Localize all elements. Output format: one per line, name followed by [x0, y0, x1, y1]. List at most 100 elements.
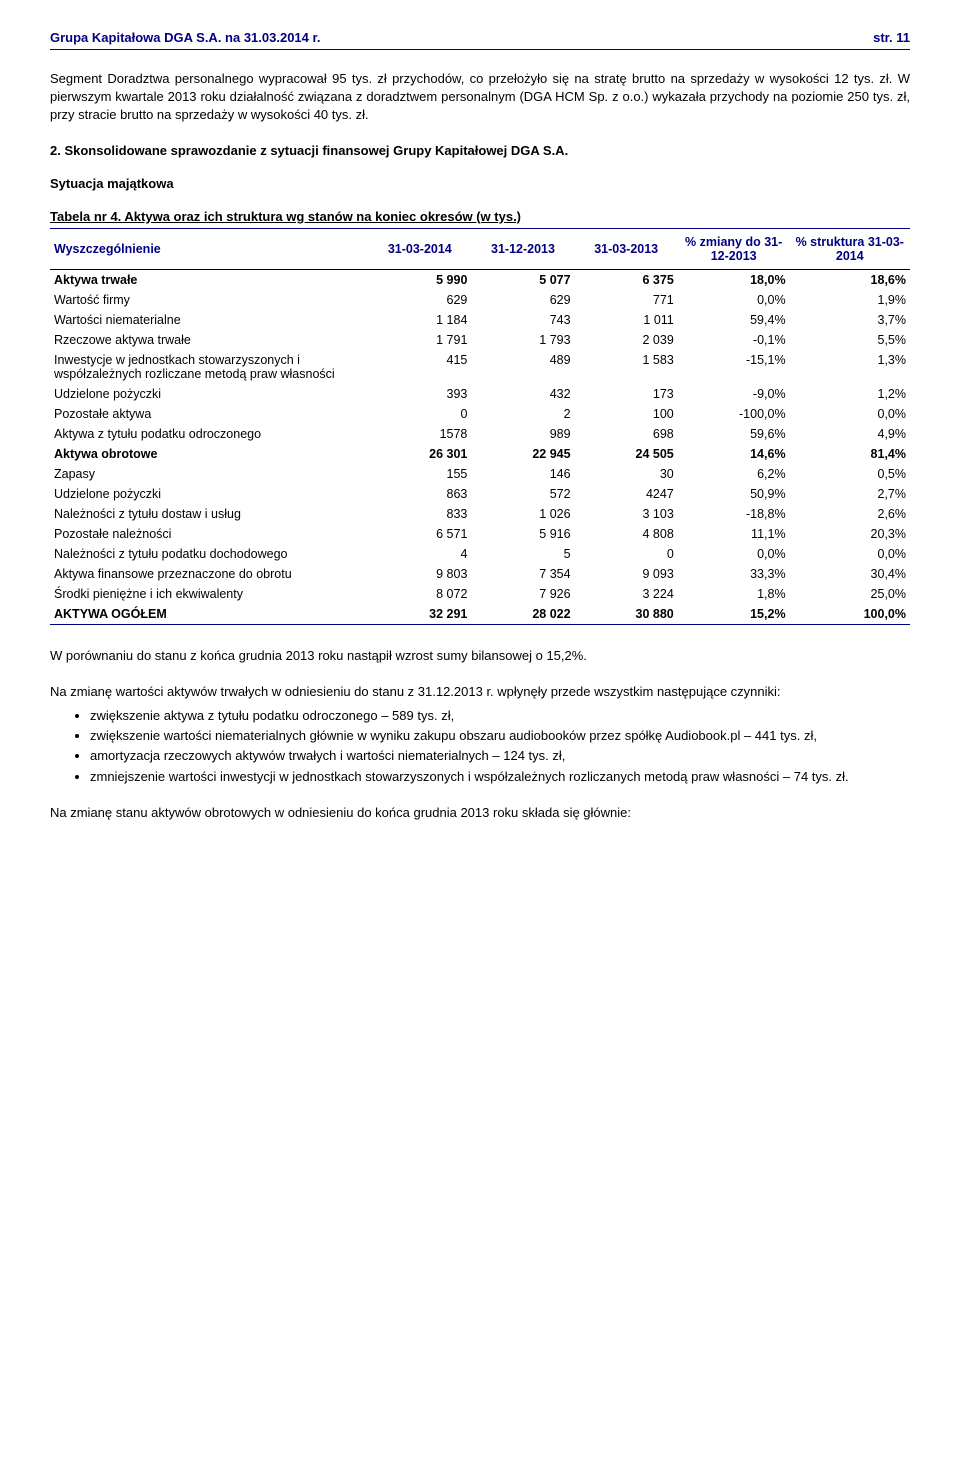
intro-paragraph: Segment Doradztwa personalnego wypracowa…: [50, 70, 910, 125]
table-cell: 100: [575, 404, 678, 424]
table-cell: 743: [471, 310, 574, 330]
table-cell: 629: [471, 290, 574, 310]
table-cell: 100,0%: [790, 604, 910, 625]
subheading: Sytuacja majątkowa: [50, 176, 910, 191]
table-row: Aktywa obrotowe26 30122 94524 50514,6%81…: [50, 444, 910, 464]
col-3: 31-03-2013: [575, 228, 678, 269]
table-cell: 146: [471, 464, 574, 484]
table-row: Pozostałe aktywa02100-100,0%0,0%: [50, 404, 910, 424]
table-row: Udzielone pożyczki393432173-9,0%1,2%: [50, 384, 910, 404]
table-cell: 1 583: [575, 350, 678, 384]
table-cell: 771: [575, 290, 678, 310]
table-row: Środki pieniężne i ich ekwiwalenty8 0727…: [50, 584, 910, 604]
table-row: Należności z tytułu dostaw i usług8331 0…: [50, 504, 910, 524]
table-cell: 155: [368, 464, 471, 484]
table-cell: 3 224: [575, 584, 678, 604]
table-row: Zapasy155146306,2%0,5%: [50, 464, 910, 484]
table-cell: 7 926: [471, 584, 574, 604]
table-cell: 863: [368, 484, 471, 504]
table-cell: 20,3%: [790, 524, 910, 544]
table-cell: 432: [471, 384, 574, 404]
col-1: 31-03-2014: [368, 228, 471, 269]
table-cell: -15,1%: [678, 350, 790, 384]
col-5: % struktura 31-03-2014: [790, 228, 910, 269]
page-header: Grupa Kapitałowa DGA S.A. na 31.03.2014 …: [50, 30, 910, 50]
table-cell: Aktywa z tytułu podatku odroczonego: [50, 424, 368, 444]
table-cell: 1,9%: [790, 290, 910, 310]
header-left: Grupa Kapitałowa DGA S.A. na 31.03.2014 …: [50, 30, 320, 45]
table-cell: 698: [575, 424, 678, 444]
table-cell: Pozostałe należności: [50, 524, 368, 544]
table-cell: AKTYWA OGÓŁEM: [50, 604, 368, 625]
table-cell: 0,5%: [790, 464, 910, 484]
table-cell: 1 791: [368, 330, 471, 350]
table-row: Aktywa z tytułu podatku odroczonego15789…: [50, 424, 910, 444]
table-cell: 59,4%: [678, 310, 790, 330]
table-cell: 1 793: [471, 330, 574, 350]
table-cell: 22 945: [471, 444, 574, 464]
table-cell: Należności z tytułu dostaw i usług: [50, 504, 368, 524]
list-item: zwiększenie wartości niematerialnych głó…: [90, 727, 910, 745]
col-4: % zmiany do 31-12-2013: [678, 228, 790, 269]
table-cell: 8 072: [368, 584, 471, 604]
table-cell: 50,9%: [678, 484, 790, 504]
table-cell: 6 571: [368, 524, 471, 544]
table-row: Aktywa finansowe przeznaczone do obrotu9…: [50, 564, 910, 584]
table-row: Aktywa trwałe5 9905 0776 37518,0%18,6%: [50, 269, 910, 290]
table-row: AKTYWA OGÓŁEM32 29128 02230 88015,2%100,…: [50, 604, 910, 625]
table-row: Rzeczowe aktywa trwałe1 7911 7932 039-0,…: [50, 330, 910, 350]
table-cell: 0: [575, 544, 678, 564]
table-cell: 4247: [575, 484, 678, 504]
summary-paragraph: W porównaniu do stanu z końca grudnia 20…: [50, 647, 910, 665]
table-cell: Aktywa trwałe: [50, 269, 368, 290]
table-row: Należności z tytułu podatku dochodowego4…: [50, 544, 910, 564]
table-cell: Rzeczowe aktywa trwałe: [50, 330, 368, 350]
table-cell: 415: [368, 350, 471, 384]
table-cell: 33,3%: [678, 564, 790, 584]
assets-table: Wyszczególnienie 31-03-2014 31-12-2013 3…: [50, 228, 910, 625]
table-cell: -100,0%: [678, 404, 790, 424]
table-cell: 489: [471, 350, 574, 384]
table-cell: 5 077: [471, 269, 574, 290]
table-row: Udzielone pożyczki863572424750,9%2,7%: [50, 484, 910, 504]
table-cell: -0,1%: [678, 330, 790, 350]
table-cell: 11,1%: [678, 524, 790, 544]
table-cell: 6 375: [575, 269, 678, 290]
table-cell: 4 808: [575, 524, 678, 544]
table-cell: 3 103: [575, 504, 678, 524]
table-cell: 4: [368, 544, 471, 564]
table-cell: 15,2%: [678, 604, 790, 625]
table-cell: 2 039: [575, 330, 678, 350]
table-cell: 833: [368, 504, 471, 524]
table-cell: 1578: [368, 424, 471, 444]
table-cell: 2,6%: [790, 504, 910, 524]
table-cell: 1 011: [575, 310, 678, 330]
table-cell: Pozostałe aktywa: [50, 404, 368, 424]
table-cell: 14,6%: [678, 444, 790, 464]
table-cell: 0,0%: [790, 544, 910, 564]
table-cell: 32 291: [368, 604, 471, 625]
table-cell: 2: [471, 404, 574, 424]
table-cell: 59,6%: [678, 424, 790, 444]
table-cell: 30 880: [575, 604, 678, 625]
table-cell: 0,0%: [678, 544, 790, 564]
table-cell: Udzielone pożyczki: [50, 484, 368, 504]
table-cell: 0: [368, 404, 471, 424]
bullet-list: zwiększenie aktywa z tytułu podatku odro…: [50, 707, 910, 786]
table-header-row: Wyszczególnienie 31-03-2014 31-12-2013 3…: [50, 228, 910, 269]
table-cell: 1,8%: [678, 584, 790, 604]
table-cell: 26 301: [368, 444, 471, 464]
table-cell: 18,0%: [678, 269, 790, 290]
table-cell: Zapasy: [50, 464, 368, 484]
table-cell: 173: [575, 384, 678, 404]
table-cell: 393: [368, 384, 471, 404]
table-cell: 1 026: [471, 504, 574, 524]
table-cell: 18,6%: [790, 269, 910, 290]
table-cell: 24 505: [575, 444, 678, 464]
table-row: Wartość firmy6296297710,0%1,9%: [50, 290, 910, 310]
table-cell: 0,0%: [790, 404, 910, 424]
table-row: Wartości niematerialne1 1847431 01159,4%…: [50, 310, 910, 330]
table-cell: 6,2%: [678, 464, 790, 484]
table-cell: 4,9%: [790, 424, 910, 444]
list-item: zmniejszenie wartości inwestycji w jedno…: [90, 768, 910, 786]
